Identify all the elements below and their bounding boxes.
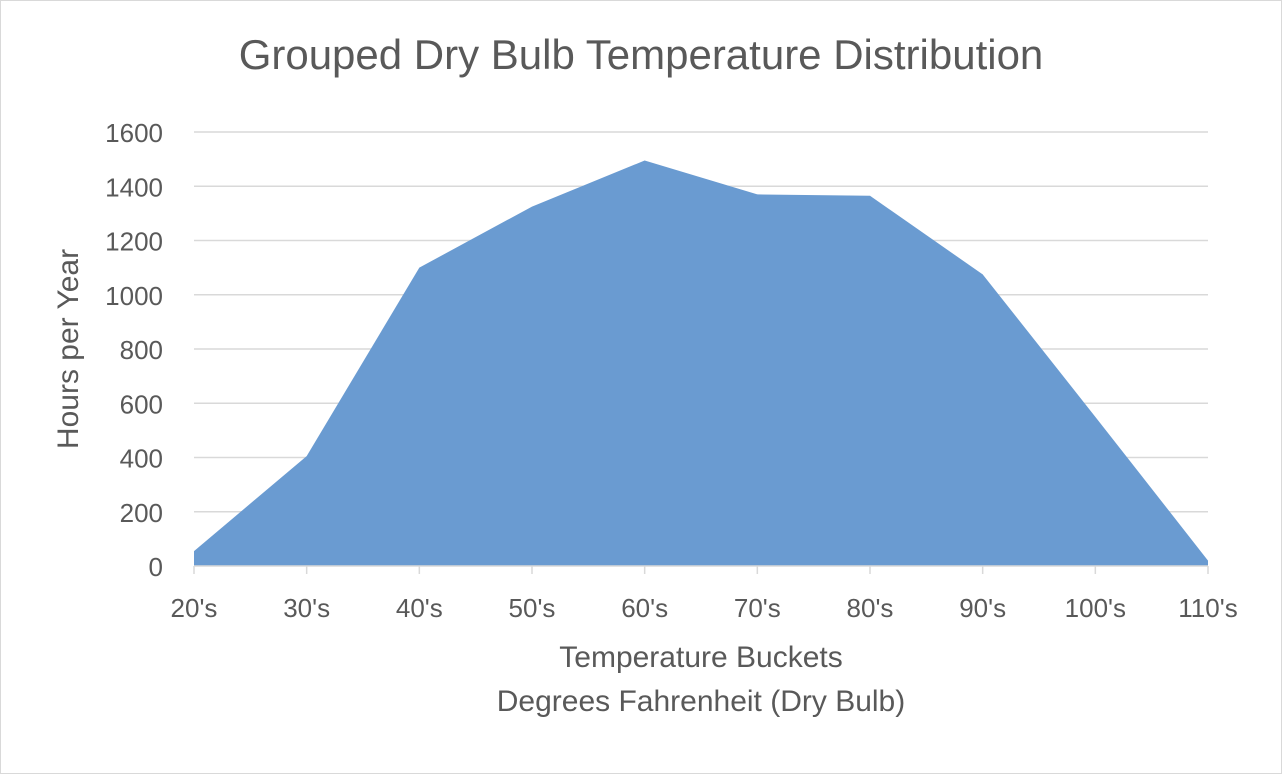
x-tick-label: 20's [171,593,218,623]
x-tick-label: 90's [959,593,1006,623]
x-tick-label: 40's [396,593,443,623]
y-tick-label: 400 [120,444,163,474]
x-tick-label: 110's [1178,593,1237,623]
y-axis-title: Hours per Year [52,248,85,450]
y-tick-label: 0 [149,552,163,582]
x-tick-label: 30's [283,593,330,623]
x-tick-label: 60's [621,593,668,623]
area-series-group [193,160,1209,566]
y-tick-label: 1200 [105,227,163,257]
y-tick-label: 1600 [105,118,163,148]
x-tick-label: 100's [1065,593,1126,623]
x-axis-subtitle: Degrees Fahrenheit (Dry Bulb) [496,685,906,718]
y-tick-label: 800 [120,335,163,365]
y-tick-label: 1400 [105,172,163,202]
x-axis-title: Temperature Buckets [559,641,843,674]
x-tick-label: 70's [734,593,781,623]
x-tick-label: 80's [847,593,894,623]
area-series [194,160,1208,566]
x-tick-label: 50's [509,593,556,623]
y-tick-label: 200 [120,498,163,528]
axes: 0 200 400 600 800 1000 1200 1400 1600 20's 30's 40'… [105,118,1238,623]
chart-title: Grouped Dry Bulb Temperature Distributio… [238,31,1044,78]
y-tick-label: 1000 [105,281,163,311]
y-tick-label: 600 [120,389,163,419]
